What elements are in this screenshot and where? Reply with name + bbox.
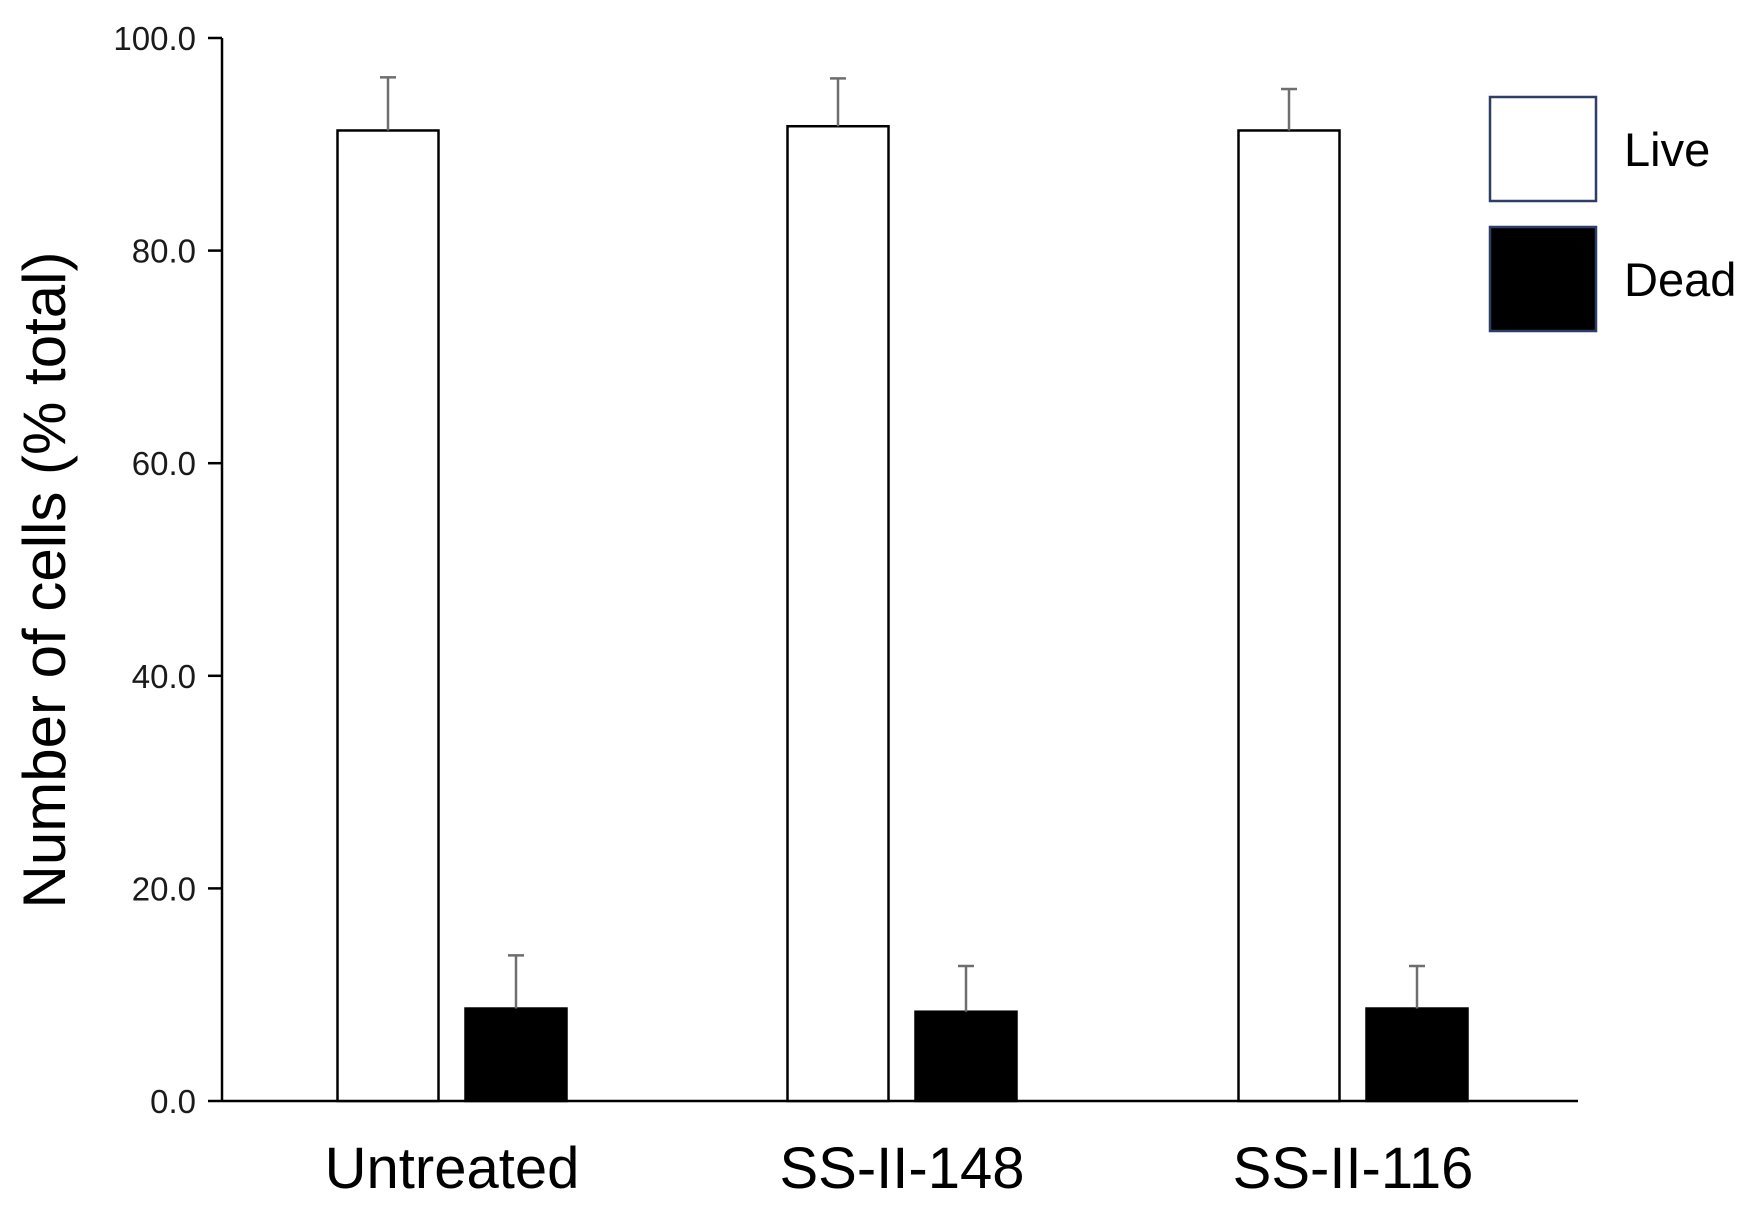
bar-dead <box>1365 1007 1469 1103</box>
legend-swatch-live <box>1488 95 1598 203</box>
y-tick-label: 60.0 <box>132 445 196 482</box>
legend-swatch-dead <box>1488 225 1598 333</box>
x-category-label: Untreated <box>325 1136 580 1201</box>
plot-area: 0.0 20.0 40.0 60.0 80.0 100.0 Untreated SS-II-1… <box>113 20 1736 1201</box>
bar-live <box>336 129 440 1103</box>
legend-label-live: Live <box>1624 123 1710 176</box>
bar-live <box>786 124 890 1103</box>
legend-label-dead: Dead <box>1624 253 1736 306</box>
bar-live <box>1237 129 1341 1103</box>
y-tick-label: 20.0 <box>132 870 196 907</box>
x-category-label: SS-II-116 <box>1233 1136 1474 1201</box>
y-tick-label: 0.0 <box>150 1083 196 1120</box>
y-tick-label: 40.0 <box>132 658 196 695</box>
x-category-label: SS-II-148 <box>780 1136 1025 1201</box>
bar-dead <box>914 1010 1018 1103</box>
y-axis-title: Number of cells (% total) <box>11 252 78 909</box>
y-tick-label: 80.0 <box>132 233 196 270</box>
y-tick-label: 100.0 <box>113 20 196 57</box>
bar-dead <box>464 1007 568 1103</box>
